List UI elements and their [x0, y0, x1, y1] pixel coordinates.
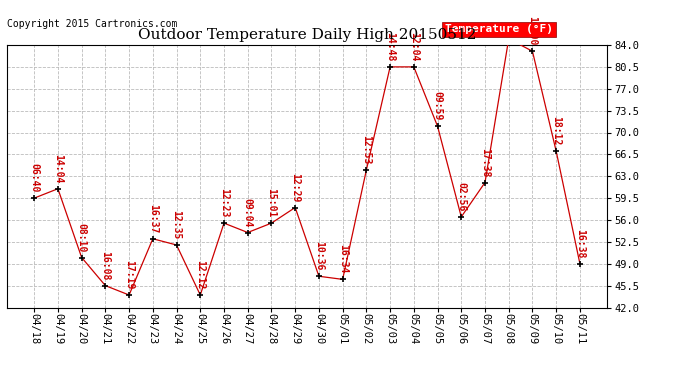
Text: 06:40: 06:40 [29, 163, 39, 193]
Text: 10:36: 10:36 [314, 242, 324, 271]
Text: 17:38: 17:38 [480, 148, 490, 177]
Text: 12:12: 12:12 [195, 260, 206, 290]
Text: 10:00: 10:00 [527, 16, 538, 46]
Text: 17:19: 17:19 [124, 260, 134, 290]
Text: 14:48: 14:48 [385, 32, 395, 62]
Text: 16:55: 16:55 [0, 374, 1, 375]
Text: 12:23: 12:23 [219, 188, 229, 218]
Text: 16:37: 16:37 [148, 204, 158, 233]
Text: 12:35: 12:35 [172, 210, 181, 240]
Text: Temperature (°F): Temperature (°F) [445, 24, 553, 34]
Text: 09:59: 09:59 [433, 92, 442, 121]
Text: 12:04: 12:04 [408, 32, 419, 62]
Text: 09:04: 09:04 [243, 198, 253, 227]
Text: 16:08: 16:08 [100, 251, 110, 280]
Text: 15:01: 15:01 [266, 188, 277, 218]
Text: 16:34: 16:34 [337, 244, 348, 274]
Text: Copyright 2015 Cartronics.com: Copyright 2015 Cartronics.com [7, 19, 177, 29]
Text: 18:12: 18:12 [551, 116, 561, 146]
Text: 16:38: 16:38 [575, 229, 585, 258]
Title: Outdoor Temperature Daily High 20150512: Outdoor Temperature Daily High 20150512 [138, 28, 476, 42]
Text: 14:04: 14:04 [53, 154, 63, 183]
Text: 12:53: 12:53 [362, 135, 371, 165]
Text: 02:56: 02:56 [456, 182, 466, 212]
Text: 08:10: 08:10 [77, 223, 87, 252]
Text: 12:29: 12:29 [290, 172, 300, 202]
